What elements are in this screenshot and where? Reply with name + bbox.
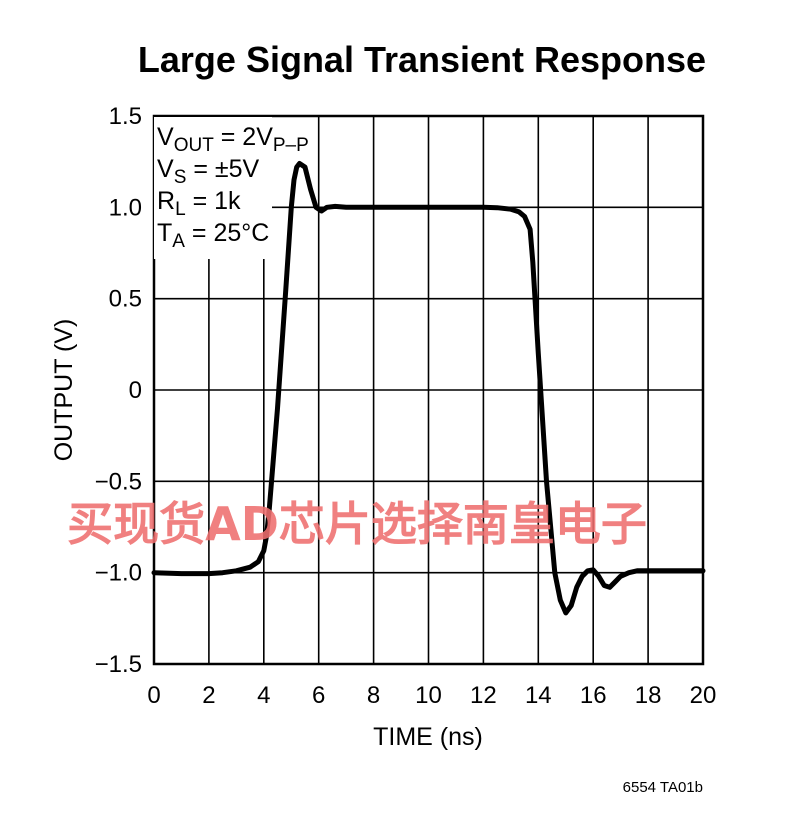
watermark-text: 买现货AD芯片选择南皇电子 [67,497,647,551]
x-tick-label: 12 [470,682,497,709]
x-tick-label: 6 [312,682,325,709]
x-tick-label: 20 [690,682,717,709]
condition-line: TA = 25°C [157,219,269,252]
y-tick-label: 1.5 [109,103,142,130]
y-tick-label: −1.0 [95,560,142,587]
y-axis-label: OUTPUT (V) [50,319,78,462]
condition-line: VS = ±5V [157,155,259,188]
plot-frame [152,114,705,666]
y-tick-labels: 1.5 1.0 0.5 0 −0.5 −1.0 −1.5 [95,103,142,678]
conditions-box [154,117,272,259]
condition-line: RL = 1k [157,187,241,220]
x-tick-label: 2 [202,682,215,709]
y-tick-label: −0.5 [95,468,142,495]
y-tick-label: 0.5 [109,286,142,313]
x-tick-label: 18 [635,682,662,709]
x-tick-label: 4 [257,682,270,709]
x-axis-label: TIME (ns) [373,723,483,751]
chart-title: Large Signal Transient Response [138,39,706,80]
x-tick-labels: 0 2 4 6 8 10 12 14 16 18 20 [147,682,716,709]
x-tick-label: 8 [367,682,380,709]
figure-code: 6554 TA01b [623,779,703,796]
y-tick-label: 1.0 [109,194,142,221]
x-tick-label: 10 [415,682,442,709]
x-tick-label: 14 [525,682,552,709]
x-tick-label: 16 [580,682,607,709]
output-signal-line [151,161,706,616]
x-tick-label: 0 [147,682,160,709]
y-tick-label: −1.5 [95,651,142,678]
y-tick-label: 0 [129,377,142,404]
condition-line: VOUT = 2VP–P [157,123,309,156]
